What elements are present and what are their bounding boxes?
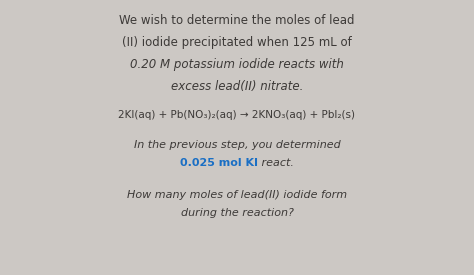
Text: 2KI(aq) + Pb(NO₃)₂(aq) → 2KNO₃(aq) + PbI₂(s): 2KI(aq) + Pb(NO₃)₂(aq) → 2KNO₃(aq) + PbI… [118,110,356,120]
Text: excess lead(II) nitrate.: excess lead(II) nitrate. [171,80,303,93]
Text: How many moles of lead(II) iodide form: How many moles of lead(II) iodide form [127,190,347,200]
Text: We wish to determine the moles of lead: We wish to determine the moles of lead [119,14,355,27]
Text: In the previous step, you determined: In the previous step, you determined [134,140,340,150]
Text: react.: react. [258,158,294,168]
Text: (II) iodide precipitated when 125 mL of: (II) iodide precipitated when 125 mL of [122,36,352,49]
Text: 0.025 mol KI: 0.025 mol KI [180,158,258,168]
Text: during the reaction?: during the reaction? [181,208,293,218]
Text: 0.20 M potassium iodide reacts with: 0.20 M potassium iodide reacts with [130,58,344,71]
